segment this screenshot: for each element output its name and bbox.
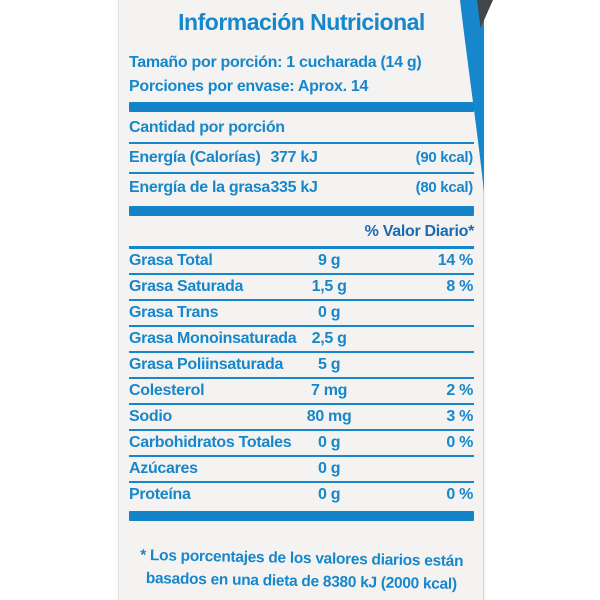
nutrient-name: Grasa Trans [129,304,219,321]
nutrient-row: Sodio 80 mg 3 % [129,405,474,431]
nutrient-amount: 0 g [317,486,341,503]
nutrient-name: Grasa Poliinsaturada [129,356,284,373]
daily-value-footnote: * Los porcentajes de los valores diarios… [129,544,475,597]
amount-per-serving-header: Cantidad por porción [129,117,474,144]
daily-value-header: % Valor Diario* [129,220,474,249]
section-divider-bar [129,102,474,112]
package-blue-swoosh-decoration [460,0,484,192]
serving-size-line: Tamaño por porción: 1 cucharada (14 g) [129,54,422,71]
serving-info: Tamaño por porción: 1 cucharada (14 g) P… [129,51,474,99]
nutrient-row: Colesterol 7 mg 2 % [129,379,474,405]
nutrition-label-panel: Información Nutricional Tamaño por porci… [118,0,484,600]
nutrient-daily-value: 3 % [446,408,473,425]
nutrient-row: Azúcares 0 g [129,457,474,483]
nutrient-row: Grasa Total 9 g 14 % [129,249,474,275]
section-divider-bar [129,511,474,521]
label-title: Información Nutricional [178,9,425,35]
nutrient-name: Grasa Monoinsaturada [129,330,297,347]
nutrient-daily-value: 0 % [446,486,473,503]
energy-row: Energía (Calorías) 377 kJ (90 kcal) [129,144,474,174]
nutrient-row: Proteína 0 g 0 % [129,483,474,507]
nutrient-amount: 0 g [317,434,341,451]
nutrient-amount: 0 g [317,304,341,321]
energy-value: 335 kJ [270,179,318,196]
nutrient-daily-value: 0 % [446,434,473,451]
nutrient-name: Azúcares [129,460,198,477]
nutrient-amount: 9 g [317,252,341,269]
nutrient-amount: 80 mg [306,408,352,425]
nutrient-row: Carbohidratos Totales 0 g 0 % [129,431,474,457]
nutrient-daily-value: 8 % [446,278,473,295]
nutrient-name: Colesterol [129,382,205,399]
energy-row: Energía de la grasa 335 kJ (80 kcal) [129,174,474,202]
nutrient-name: Carbohidratos Totales [129,434,292,451]
nutrient-daily-value: 14 % [437,252,474,269]
energy-kcal: (90 kcal) [415,149,474,166]
nutrient-amount: 1,5 g [311,278,347,295]
nutrient-amount: 0 g [317,460,341,477]
energy-value: 377 kJ [270,149,318,166]
energy-kcal: (80 kcal) [415,179,474,196]
servings-per-container-line: Porciones por envase: Aprox. 14 [129,78,369,95]
nutrient-name: Proteína [129,486,191,503]
nutrient-amount: 2,5 g [311,330,347,347]
nutrient-amount: 7 mg [311,382,348,399]
section-divider-bar [129,206,474,216]
nutrient-daily-value: 2 % [446,382,473,399]
energy-name: Energía de la grasa [129,179,271,196]
nutrient-amount: 5 g [317,356,341,373]
nutrient-name: Grasa Saturada [129,278,244,295]
label-content: Información Nutricional Tamaño por porci… [129,0,474,593]
energy-name: Energía (Calorías) [129,149,261,166]
nutrient-name: Grasa Total [129,252,213,269]
nutrient-row: Grasa Monoinsaturada 2,5 g [129,327,474,353]
nutrient-row: Grasa Trans 0 g [129,301,474,327]
nutrient-row: Grasa Poliinsaturada 5 g [129,353,474,379]
nutrient-row: Grasa Saturada 1,5 g 8 % [129,275,474,301]
nutrient-name: Sodio [129,408,172,425]
